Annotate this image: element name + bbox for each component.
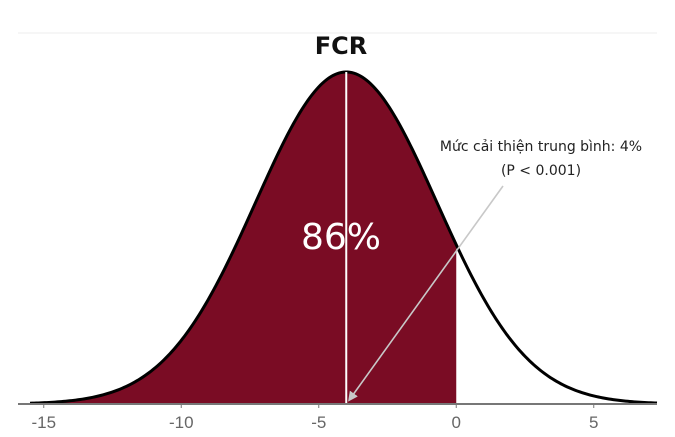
- x-axis-ticks: -15 -10 -5 0 5: [31, 404, 598, 432]
- x-tick-label: -15: [31, 413, 56, 432]
- annotation-line-1: Mức cải thiện trung bình: 4%: [440, 139, 642, 155]
- x-tick-label: -10: [169, 413, 194, 432]
- x-tick-label: 0: [452, 413, 461, 432]
- chart-title: FCR: [315, 32, 368, 60]
- annotation-line-2: (P < 0.001): [501, 163, 581, 179]
- annotation-arrow: [348, 185, 504, 402]
- density-curve: [29, 70, 658, 405]
- x-tick-label: -5: [311, 413, 326, 432]
- x-tick-label: 5: [589, 413, 598, 432]
- shaded-percentage-label: 86%: [301, 217, 381, 258]
- shaded-area: [30, 72, 457, 404]
